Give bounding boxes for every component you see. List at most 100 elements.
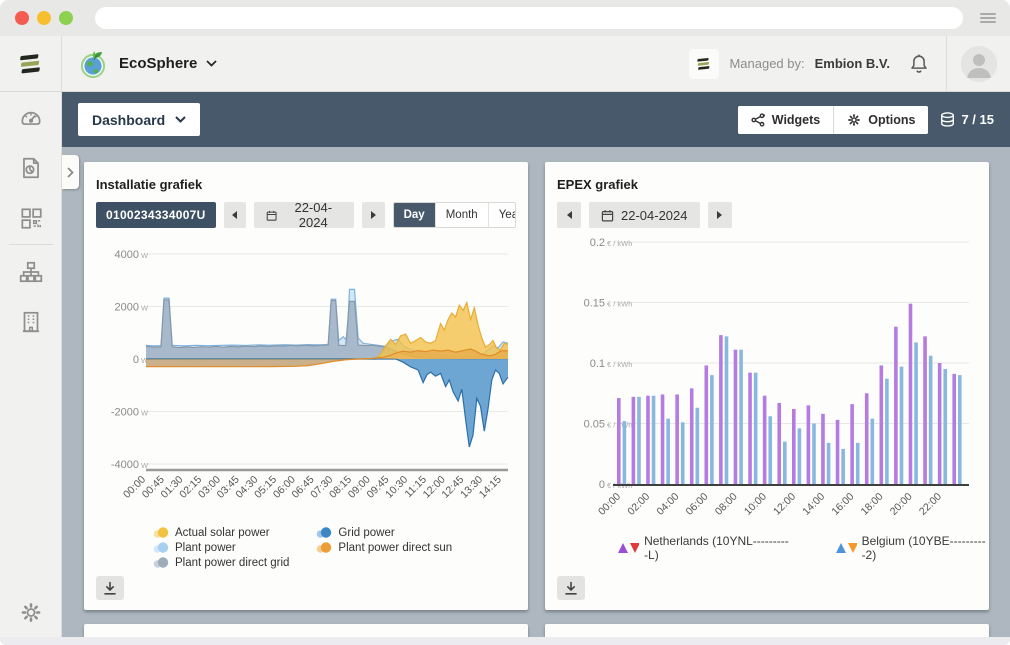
dashboard-toolbar: Dashboard Widgets [62,92,1010,147]
svg-text:€ / kWh: € / kWh [607,300,632,309]
prev-date-button[interactable] [557,202,581,228]
sitemap-icon[interactable] [18,259,44,285]
browser-window: EcoSphere Managed by: Embion B.V. [0,0,1010,645]
maximize-window-button[interactable] [59,11,73,25]
app-header: EcoSphere Managed by: Embion B.V. [0,36,1010,92]
epex-title: EPEX grafiek [557,177,977,192]
svg-text:2000: 2000 [115,302,139,314]
svg-text:0: 0 [599,479,605,491]
widgets-button[interactable]: Widgets [738,106,834,134]
options-button[interactable]: Options [833,106,928,134]
svg-text:18:00: 18:00 [859,491,886,518]
installation-serial-badge[interactable]: 0100234334007U [96,202,216,228]
epex-chart: 0.2€ / kWh0.15€ / kWh0.1€ / kWh0.05€ / k… [555,232,979,528]
notifications-bell-icon[interactable] [908,52,930,76]
svg-text:06:00: 06:00 [684,491,711,518]
svg-text:0.1: 0.1 [590,358,605,370]
widget-card-partial [84,624,528,637]
download-button[interactable] [96,576,124,600]
legend-item[interactable]: Belgium (10YBE----------2) [835,534,989,562]
download-button[interactable] [557,576,585,600]
svg-text:10:00: 10:00 [742,491,769,518]
legend-label: Netherlands (10YNL----------L) [644,534,790,562]
series-marker-icon [152,556,169,569]
range-tab-year[interactable]: Year [488,203,516,227]
legend-label: Grid power [338,527,394,539]
chevron-right-icon [67,167,74,178]
address-bar[interactable] [95,7,963,29]
embion-logo[interactable] [0,36,62,91]
legend-item[interactable]: Netherlands (10YNL----------L) [617,534,791,562]
range-tab-month[interactable]: Month [435,203,488,227]
svg-text:20:00: 20:00 [888,491,915,518]
epex-legend: Netherlands (10YNL----------L) Belgium (1… [617,534,989,562]
next-date-button[interactable] [708,202,732,228]
svg-text:12:00: 12:00 [771,491,798,518]
building-icon[interactable] [18,309,44,335]
svg-text:00:00: 00:00 [596,491,623,518]
svg-text:-2000: -2000 [111,407,139,419]
series-marker-icon [315,526,332,539]
installatie-grafiek-widget: Installatie grafiek 0100234334007U 22-04… [84,162,528,610]
widget-card-partial [545,624,989,637]
range-tab-day[interactable]: Day [394,203,435,227]
stack-icon [940,112,955,128]
dashboard-selector-button[interactable]: Dashboard [78,103,200,136]
download-icon [102,581,118,596]
legend-item[interactable]: Plant power direct sun [315,541,452,554]
legend-item[interactable]: Plant power direct grid [152,556,289,569]
date-picker-value: 22-04-2024 [621,208,688,223]
expand-panel-tab[interactable] [62,155,79,189]
date-picker-value: 22-04-2024 [284,200,342,230]
svg-text:W: W [141,461,149,470]
installatie-chart: 4000 W2000 W0 W-2000 W-4000 W00:0000:450… [94,232,518,524]
legend-item[interactable]: Grid power [315,526,452,539]
date-picker-button[interactable]: 22-04-2024 [589,202,700,228]
svg-text:02:00: 02:00 [625,491,652,518]
calendar-icon [601,209,614,222]
legend-item[interactable]: Plant power [152,541,289,554]
svg-text:0.2: 0.2 [590,237,605,249]
svg-text:W: W [141,304,149,313]
widgets-share-icon [751,113,765,127]
minimize-window-button[interactable] [37,11,51,25]
svg-text:16:00: 16:00 [829,491,856,518]
range-tabs: DayMonthYear [393,202,516,228]
svg-text:22:00: 22:00 [917,491,944,518]
header-right: Managed by: Embion B.V. [689,36,1010,91]
brand-name: EcoSphere [119,55,197,72]
legend-label: Plant power [175,542,236,554]
embion-bars-icon [18,53,44,75]
next-date-button[interactable] [362,202,385,228]
date-picker-button[interactable]: 22-04-2024 [254,202,354,228]
svg-text:08:00: 08:00 [713,491,740,518]
prev-date-button[interactable] [224,202,247,228]
legend-label: Actual solar power [175,527,270,539]
legend-item[interactable]: Actual solar power [152,526,289,539]
svg-text:4000: 4000 [115,249,139,261]
svg-text:0: 0 [133,354,139,366]
svg-text:W: W [141,409,149,418]
legend-label: Plant power direct grid [175,557,289,569]
chevron-down-icon [175,116,186,123]
download-icon [563,581,579,596]
browser-menu-icon[interactable] [980,13,996,23]
brand-selector[interactable]: EcoSphere [62,48,217,80]
avatar-cell[interactable] [946,36,1010,91]
close-window-button[interactable] [15,11,29,25]
svg-text:14:15: 14:15 [477,474,504,501]
installatie-title: Installatie grafiek [96,177,516,192]
report-icon[interactable] [18,155,44,181]
widgets-button-label: Widgets [772,113,821,127]
gauge-icon[interactable] [18,105,44,131]
settings-gear-icon[interactable] [18,600,43,625]
toolbar-buttons: Widgets Options [738,106,929,134]
svg-text:€ / kWh: € / kWh [607,360,632,369]
widgets-grid-icon[interactable] [18,205,44,231]
managed-by-label: Managed by: [729,56,804,71]
avatar [961,46,997,82]
svg-text:W: W [141,251,149,260]
epex-controls: 22-04-2024 [557,202,977,228]
svg-text:04:00: 04:00 [654,491,681,518]
widget-counter-value: 7 / 15 [961,112,994,127]
